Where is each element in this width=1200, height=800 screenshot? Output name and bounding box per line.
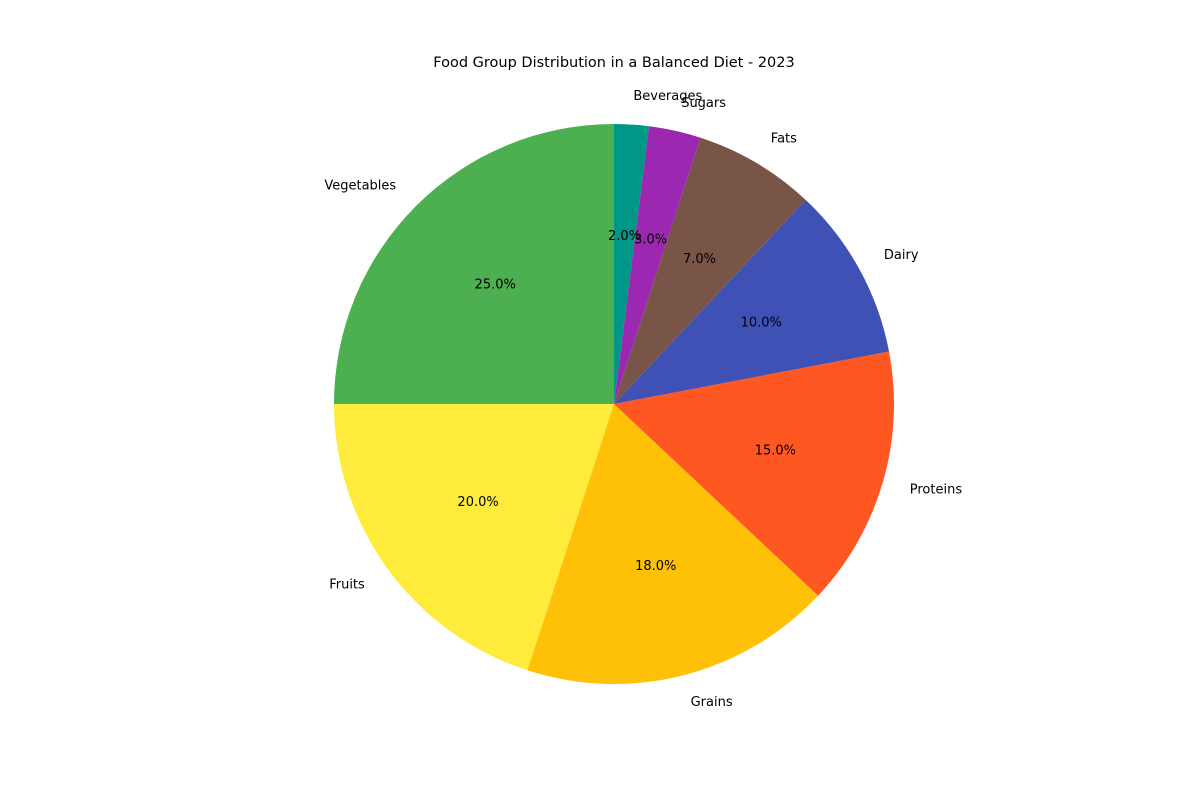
percent-label-fruits: 20.0% xyxy=(457,495,498,510)
percent-label-dairy: 10.0% xyxy=(741,316,782,331)
percent-label-proteins: 15.0% xyxy=(755,443,796,458)
percent-label-grains: 18.0% xyxy=(635,559,676,574)
slice-label-vegetables: Vegetables xyxy=(324,179,396,194)
percent-label-vegetables: 25.0% xyxy=(475,278,516,293)
pie-slice-dairy xyxy=(614,199,890,404)
percent-labels: 25.0% 20.0% 18.0% 15.0% 10.0% 7.0% 3.0%2.0% xyxy=(457,229,796,574)
pie-slice-fats xyxy=(614,137,806,405)
slice-labels: Vegetables Fruits Grains Proteins Dairy Fats S… xyxy=(324,89,962,710)
pie-slice-fruits xyxy=(334,404,614,671)
slice-label-fats: Fats xyxy=(771,131,797,146)
percent-label-beverages: 2.0% xyxy=(608,229,641,244)
pie-slice-proteins xyxy=(614,351,894,596)
slice-label-sugars: Sugars xyxy=(681,96,726,111)
percent-label-fats: 7.0% xyxy=(683,252,716,267)
slice-label-grains: Grains xyxy=(691,695,733,710)
percent-label-sugars: 3.0% xyxy=(634,233,667,248)
pie-slice-grains xyxy=(527,404,819,684)
slice-label-proteins: Proteins xyxy=(910,482,963,497)
pie-slice-sugars xyxy=(614,126,701,404)
slice-label-beverages: Beverages xyxy=(633,89,702,104)
pie-slices xyxy=(334,124,894,684)
slice-label-dairy: Dairy xyxy=(884,248,919,263)
slice-label-fruits: Fruits xyxy=(329,578,365,593)
chart-title: Food Group Distribution in a Balanced Di… xyxy=(433,55,794,71)
pie-slice-beverages xyxy=(614,124,650,404)
pie-slice-vegetables xyxy=(334,124,614,404)
